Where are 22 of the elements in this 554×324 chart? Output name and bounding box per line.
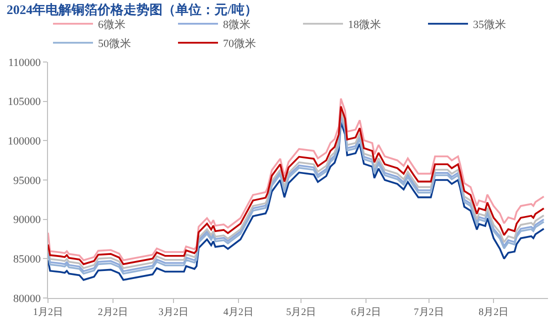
y-tick-label: 100000: [8, 136, 42, 148]
legend-label: 35微米: [473, 18, 506, 32]
x-tick-label: 6月2日: [350, 307, 381, 318]
y-tick-label: 95000: [13, 174, 42, 187]
legend-label: 50微米: [98, 37, 131, 50]
y-tick-label: 90000: [13, 214, 42, 226]
legend-label: 6微米: [98, 18, 126, 32]
y-tick-label: 105000: [8, 96, 42, 108]
x-tick-label: 3月2日: [158, 307, 189, 318]
x-tick-label: 1月2日: [33, 307, 63, 318]
legend-label: 70微米: [223, 37, 256, 50]
y-tick-label: 80000: [13, 292, 42, 305]
y-tick-label: 85000: [13, 254, 42, 266]
chart-title: 2024年电解铜箔价格走势图（单位：元/吨）: [6, 2, 258, 17]
x-tick-label: 7月2日: [414, 307, 444, 318]
x-tick-label: 2月2日: [98, 307, 128, 318]
y-tick-label: 110000: [8, 56, 42, 69]
legend-label: 8微米: [223, 18, 250, 32]
x-tick-label: 4月2日: [223, 307, 254, 318]
x-tick-label: 5月2日: [286, 307, 316, 318]
legend-label: 18微米: [348, 18, 381, 32]
x-tick-label: 8月2日: [478, 307, 509, 318]
